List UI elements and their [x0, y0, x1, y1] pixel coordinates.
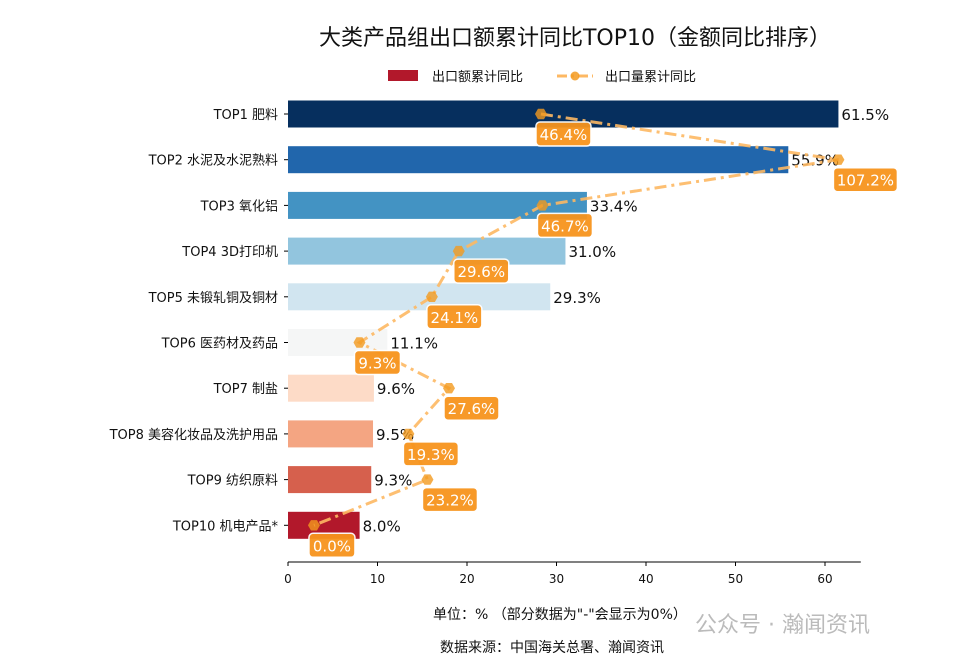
x-tick-label: 40: [638, 572, 653, 586]
volume-label-box: [426, 304, 483, 330]
volume-data-label: 46.4%: [535, 121, 592, 147]
volume-label-box: [453, 258, 510, 284]
bar-value-label: 29.3%: [553, 289, 601, 307]
y-tick-label: TOP2 水泥及水泥熟料: [148, 153, 278, 169]
volume-label-box: [421, 486, 479, 513]
x-tick-label: 0: [284, 572, 292, 586]
bar-value-label: 9.6%: [377, 380, 415, 398]
volume-marker: [425, 291, 438, 302]
volume-label-text: 24.1%: [431, 309, 479, 327]
y-tick-label: TOP8 美容化妆品及洗护用品: [109, 427, 278, 443]
bar: [288, 374, 374, 402]
legend-bar-swatch: [388, 70, 418, 81]
volume-data-label: 107.2%: [832, 166, 899, 193]
y-tick-label: TOP7 制盐: [213, 382, 278, 397]
volume-line: [313, 112, 839, 527]
volume-data-label: 29.6%: [453, 258, 510, 284]
volume-data-label: 24.1%: [426, 304, 483, 330]
bar-value-label: 8.0%: [363, 517, 401, 535]
bar-value-label: 31.0%: [568, 243, 616, 261]
volume-data-label: 9.3%: [353, 349, 402, 376]
unit-note: 单位：% （部分数据为"-"会显示为0%）: [433, 607, 687, 623]
volume-label-text: 19.3%: [407, 446, 455, 464]
volume-marker: [353, 337, 366, 348]
y-tick-label: TOP6 医药材及药品: [161, 337, 278, 352]
volume-label-box: [443, 395, 500, 421]
volume-marker: [536, 200, 549, 211]
bar-value-label: 61.5%: [841, 106, 889, 124]
volume-data-label: 19.3%: [402, 441, 460, 467]
volume-marker: [307, 520, 320, 531]
volume-label-text: 46.7%: [541, 217, 589, 235]
legend: 出口额累计同比 出口量累计同比: [388, 66, 696, 85]
volume-marker: [534, 108, 547, 120]
y-tick-label: TOP4 3D打印机: [181, 245, 278, 260]
volume-label-text: 29.6%: [457, 263, 505, 281]
legend-line-swatch: [557, 71, 594, 80]
volume-marker: [452, 245, 465, 257]
x-tick-label: 50: [728, 572, 743, 586]
volume-label-text: 46.4%: [540, 126, 588, 144]
bar: [288, 237, 566, 265]
volume-marker: [421, 474, 434, 485]
chart-title: 大类产品组出口额累计同比TOP10（金额同比排序）: [318, 26, 832, 51]
y-tick-label: TOP5 未锻轧铜及铜材: [148, 291, 278, 306]
volume-label-box: [402, 441, 460, 467]
source-note: 数据来源：中国海关总署、瀚闻资讯: [440, 640, 664, 656]
volume-label-text: 107.2%: [837, 172, 894, 190]
y-tick-label: TOP3 氧化铝: [200, 199, 278, 214]
volume-label-text: 9.3%: [358, 355, 396, 373]
volume-data-label: 23.2%: [421, 486, 479, 513]
volume-label-box: [832, 166, 899, 193]
bar-value-label: 33.4%: [590, 197, 638, 215]
volume-marker: [442, 383, 455, 394]
x-tick-label: 20: [459, 572, 474, 586]
volume-marker: [832, 154, 845, 165]
legend-label-value: 出口额累计同比: [432, 70, 524, 85]
bar-value-label: 11.1%: [390, 335, 438, 353]
volume-data-label: 0.0%: [308, 532, 356, 559]
bar: [288, 283, 551, 311]
volume-label-text: 23.2%: [426, 492, 474, 510]
x-tick-label: 60: [817, 572, 832, 586]
volume-marker: [402, 428, 415, 440]
volume-label-box: [308, 532, 356, 559]
volume-label-text: 27.6%: [448, 400, 496, 418]
bar: [288, 146, 789, 174]
y-tick-label: TOP10 机电产品*: [172, 519, 279, 534]
volume-label-box: [353, 349, 402, 376]
volume-label-box: [535, 121, 592, 147]
bar: [288, 420, 374, 448]
watermark: 公众号 · 瀚闻资讯: [695, 613, 870, 638]
legend-label-volume: 出口量累计同比: [605, 70, 697, 85]
y-tick-label: TOP9 纺织原料: [187, 474, 278, 489]
volume-label-box: [536, 212, 594, 239]
volume-data-label: 27.6%: [443, 395, 500, 421]
bar-value-label: 9.3%: [374, 472, 412, 490]
volume-label-text: 0.0%: [313, 537, 351, 555]
y-tick-label: TOP1 肥料: [213, 108, 278, 123]
bar: [288, 466, 372, 494]
x-tick-label: 10: [370, 572, 385, 586]
x-tick-label: 30: [549, 572, 564, 586]
volume-data-label: 46.7%: [536, 212, 594, 239]
